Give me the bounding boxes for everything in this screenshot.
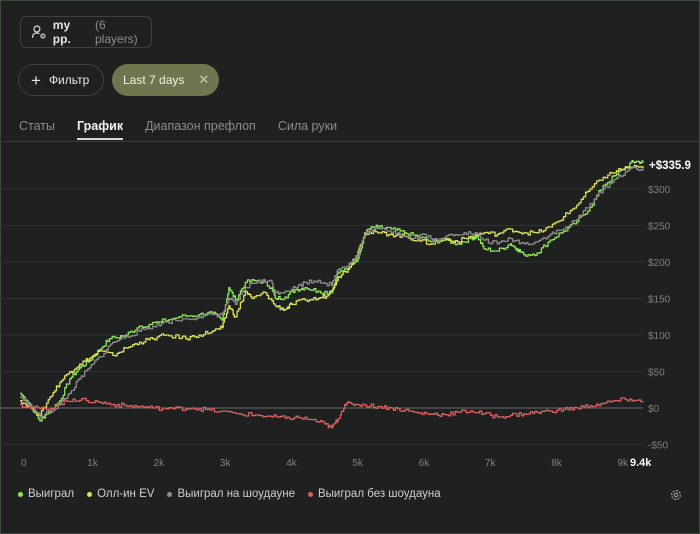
series-line xyxy=(20,160,644,422)
tab-bar: Статы График Диапазон префлоп Сила руки xyxy=(19,119,359,140)
player-group-button[interactable]: my pp. (6 players) xyxy=(20,16,152,48)
tab-hand-strength[interactable]: Сила руки xyxy=(277,119,338,133)
y-tick-label: $50 xyxy=(648,368,665,379)
tab-stats[interactable]: Статы xyxy=(19,119,55,133)
y-tick-label: -$50 xyxy=(648,441,668,452)
x-tick-label: 5k xyxy=(352,458,364,469)
group-player-count: (6 players) xyxy=(95,18,138,46)
x-tick-label: 8k xyxy=(551,458,563,469)
date-range-chip-label: Last 7 days xyxy=(123,73,185,87)
tab-preflop-range[interactable]: Диапазон префлоп xyxy=(145,119,256,133)
x-tick-label: 1k xyxy=(87,458,99,469)
filter-button[interactable]: + Фильтр xyxy=(18,64,104,96)
legend-dot xyxy=(307,491,313,497)
legend-dot xyxy=(87,491,93,497)
x-tick-label: 6k xyxy=(419,458,431,469)
x-tick-label: 9.4k xyxy=(630,457,652,469)
legend-label: Выиграл xyxy=(28,488,75,500)
series-line xyxy=(20,397,644,429)
legend-label: Выиграл на шоудауне xyxy=(177,488,295,500)
legend-item-won-at-showdown[interactable]: Выиграл на шоудауне xyxy=(167,488,295,500)
plus-icon: + xyxy=(31,70,41,90)
series-line xyxy=(20,166,644,418)
legend-item-won-without-showdown[interactable]: Выиграл без шоудауна xyxy=(307,488,441,500)
date-range-chip[interactable]: Last 7 days ✕ xyxy=(112,64,219,96)
user-gear-icon xyxy=(31,25,46,39)
x-tick-label: 0 xyxy=(21,458,27,469)
group-name: my pp. xyxy=(52,18,71,46)
current-value-label: +$335.9 xyxy=(649,160,691,172)
series-line xyxy=(20,165,644,416)
x-tick-label: 3k xyxy=(220,458,232,469)
y-tick-label: $150 xyxy=(648,295,671,306)
close-icon[interactable]: ✕ xyxy=(198,72,210,87)
legend-label: Выиграл без шоудауна xyxy=(317,488,441,500)
y-tick-label: $200 xyxy=(648,258,671,269)
x-tick-label: 9k xyxy=(617,458,629,469)
gear-icon[interactable] xyxy=(669,488,683,502)
y-tick-label: $0 xyxy=(648,404,660,415)
legend-label: Олл-ин EV xyxy=(97,488,155,500)
tab-divider xyxy=(0,141,700,142)
x-tick-label: 2k xyxy=(154,458,166,469)
legend-item-allin-ev[interactable]: Олл-ин EV xyxy=(87,488,154,500)
filter-button-label: Фильтр xyxy=(48,73,90,87)
tab-graph[interactable]: График xyxy=(77,119,124,140)
y-tick-label: $100 xyxy=(648,331,671,342)
legend-dot xyxy=(167,491,173,497)
x-tick-label: 7k xyxy=(485,458,497,469)
y-tick-label: $250 xyxy=(648,222,671,233)
legend-item-won[interactable]: Выиграл xyxy=(18,488,74,500)
y-tick-label: $300 xyxy=(648,185,671,196)
winnings-chart[interactable]: $300 $250 $200 $150 $100 $50 $0 -$50 0 1k 2k 3k 4k 5k… xyxy=(0,146,700,476)
legend-dot xyxy=(18,491,23,497)
x-tick-label: 4k xyxy=(286,458,298,469)
chart-legend: Выиграл Олл-ин EV Выиграл на шоудауне Вы… xyxy=(18,488,454,500)
